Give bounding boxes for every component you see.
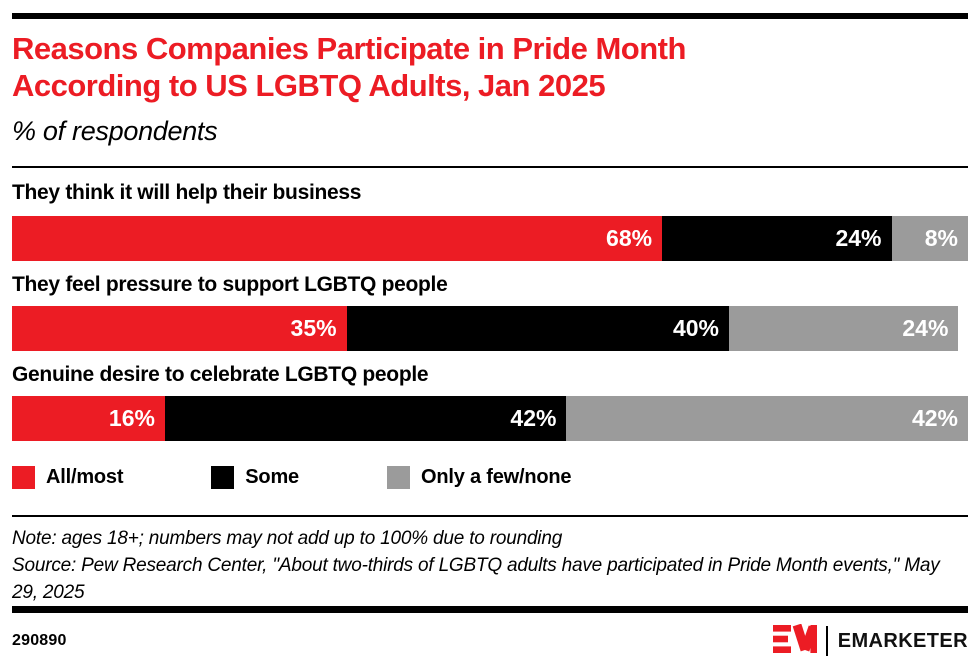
value-label: 16% <box>108 405 155 431</box>
notes-block: Note: ages 18+; numbers may not add up t… <box>12 525 968 606</box>
value-label: 24% <box>902 315 949 341</box>
chart-group: They feel pressure to support LGBTQ peop… <box>12 273 968 351</box>
bar-segment-all-most: 68% <box>12 216 663 261</box>
legend-swatch <box>386 465 410 489</box>
chart-rows: They think it will help their business 68… <box>12 181 968 441</box>
stacked-bar: 68% 24% 8% <box>12 216 968 261</box>
bar-segment-all-most: 16% <box>12 396 165 441</box>
legend-label: Some <box>245 465 299 488</box>
value-label: 24% <box>835 225 882 251</box>
chart-group: They think it will help their business 68… <box>12 181 968 261</box>
chart-subtitle: % of respondents <box>12 116 218 146</box>
bar-segment-some: 24% <box>662 216 892 261</box>
bottom-rule <box>12 606 968 613</box>
brand-divider <box>825 626 828 656</box>
bar-segment-only-a-few-none: 42% <box>566 396 968 441</box>
bar-segment-some: 40% <box>346 306 729 351</box>
category-label: Genuine desire to celebrate LGBTQ people <box>12 363 429 386</box>
legend-label: All/most <box>46 465 124 488</box>
divider-rule <box>12 166 968 168</box>
legend-label: Only a few/none <box>420 465 572 488</box>
page-title-line-1: Reasons Companies Participate in Pride M… <box>12 31 686 66</box>
legend-item-only-a-few-none: Only a few/none <box>386 465 572 489</box>
top-rule <box>12 13 968 19</box>
footer: 290890 EMARKETER <box>12 623 968 659</box>
stacked-bar: 35% 40% 24% <box>12 306 968 351</box>
value-label: 42% <box>510 405 557 431</box>
chart-id: 290890 <box>12 632 67 649</box>
legend-swatch <box>12 465 35 489</box>
page-title-line-2: According to US LGBTQ Adults, Jan 2025 <box>12 68 606 103</box>
category-label: They think it will help their business <box>12 181 362 204</box>
emarketer-logo-icon <box>772 623 817 659</box>
legend: All/most Some Only a few/none <box>12 465 968 489</box>
bar-segment-only-a-few-none: 24% <box>728 306 959 351</box>
divider-rule <box>12 515 968 517</box>
stacked-bar: 16% 42% 42% <box>12 396 968 441</box>
note-text: Note: ages 18+; numbers may not add up t… <box>12 528 563 549</box>
page-title: Reasons Companies Participate in Pride M… <box>12 30 968 104</box>
value-label: 42% <box>911 405 958 431</box>
chart-group: Genuine desire to celebrate LGBTQ people… <box>12 363 968 441</box>
value-label: 68% <box>606 225 653 251</box>
category-label: They feel pressure to support LGBTQ peop… <box>12 273 448 296</box>
legend-item-some: Some <box>211 465 299 489</box>
bar-segment-all-most: 35% <box>12 306 347 351</box>
value-label: 40% <box>672 315 719 341</box>
source-text: Source: Pew Research Center, "About two-… <box>12 555 940 603</box>
value-label: 8% <box>924 225 958 251</box>
bar-segment-some: 42% <box>164 396 567 441</box>
brand-block: EMARKETER <box>772 623 968 659</box>
legend-swatch <box>211 465 235 489</box>
bar-segment-only-a-few-none: 8% <box>891 216 968 261</box>
value-label: 35% <box>290 315 337 341</box>
legend-item-all-most: All/most <box>12 465 124 489</box>
brand-name: EMARKETER <box>837 629 968 652</box>
